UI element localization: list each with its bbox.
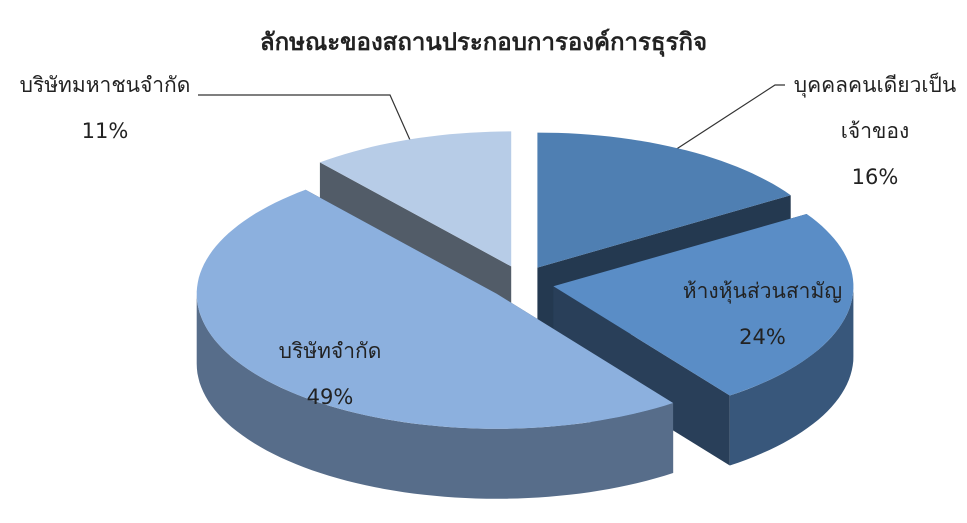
- slice: [537, 132, 791, 268]
- data-label: บุคคลคนเดียวเป็นเจ้าของ 16%: [785, 62, 965, 200]
- value-label: 16%: [851, 165, 899, 189]
- category-label: บริษัทมหาชนจำกัด: [19, 73, 191, 97]
- slice: [553, 214, 854, 396]
- data-label: ห้างหุ้นส่วนสามัญ 24%: [660, 268, 865, 360]
- category-label: บุคคลคนเดียวเป็นเจ้าของ: [793, 73, 957, 143]
- value-label: 49%: [306, 385, 354, 409]
- slice-side: [729, 286, 854, 466]
- data-label: บริษัทจำกัด 49%: [230, 328, 430, 420]
- category-label: บริษัทจำกัด: [278, 339, 382, 363]
- slice-cut-wall: [553, 286, 730, 466]
- slice: [319, 131, 512, 267]
- category-label: ห้างหุ้นส่วนสามัญ: [682, 279, 843, 303]
- slice-side: [196, 293, 674, 499]
- value-label: 11%: [81, 119, 129, 143]
- leader-line: [674, 84, 785, 151]
- slice: [196, 189, 674, 429]
- leader-line: [198, 94, 411, 141]
- value-label: 24%: [739, 325, 786, 349]
- chart-title: ลักษณะของสถานประกอบการองค์การธุรกิจ: [259, 28, 708, 56]
- data-label: บริษัทมหาชนจำกัด 11%: [0, 62, 210, 154]
